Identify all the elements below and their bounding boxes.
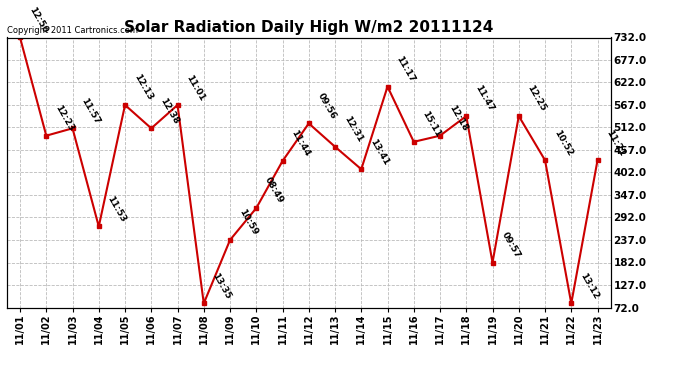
Text: 12:25: 12:25 (526, 84, 548, 113)
Text: 10:52: 10:52 (552, 128, 574, 158)
Title: Solar Radiation Daily High W/m2 20111124: Solar Radiation Daily High W/m2 20111124 (124, 20, 493, 35)
Text: 13:12: 13:12 (578, 272, 600, 301)
Text: 12:23: 12:23 (53, 104, 75, 133)
Text: 08:49: 08:49 (263, 176, 286, 206)
Text: 12:18: 12:18 (447, 104, 469, 133)
Text: 12:31: 12:31 (342, 115, 364, 144)
Text: 11:21: 11:21 (604, 128, 627, 158)
Text: 12:50: 12:50 (27, 6, 49, 35)
Text: 09:56: 09:56 (316, 92, 338, 121)
Text: 12:38: 12:38 (158, 96, 180, 126)
Text: 13:35: 13:35 (210, 272, 233, 301)
Text: 11:01: 11:01 (184, 73, 206, 102)
Text: 13:41: 13:41 (368, 137, 391, 166)
Text: 09:57: 09:57 (500, 230, 522, 260)
Text: 10:59: 10:59 (237, 208, 259, 237)
Text: 11:47: 11:47 (473, 84, 495, 113)
Text: 11:53: 11:53 (106, 194, 128, 224)
Text: 11:17: 11:17 (395, 54, 417, 84)
Text: 11:57: 11:57 (79, 96, 101, 126)
Text: Copyright 2011 Cartronics.com: Copyright 2011 Cartronics.com (7, 26, 138, 35)
Text: 11:44: 11:44 (290, 129, 312, 158)
Text: 12:13: 12:13 (132, 73, 154, 102)
Text: 15:11: 15:11 (421, 110, 443, 139)
